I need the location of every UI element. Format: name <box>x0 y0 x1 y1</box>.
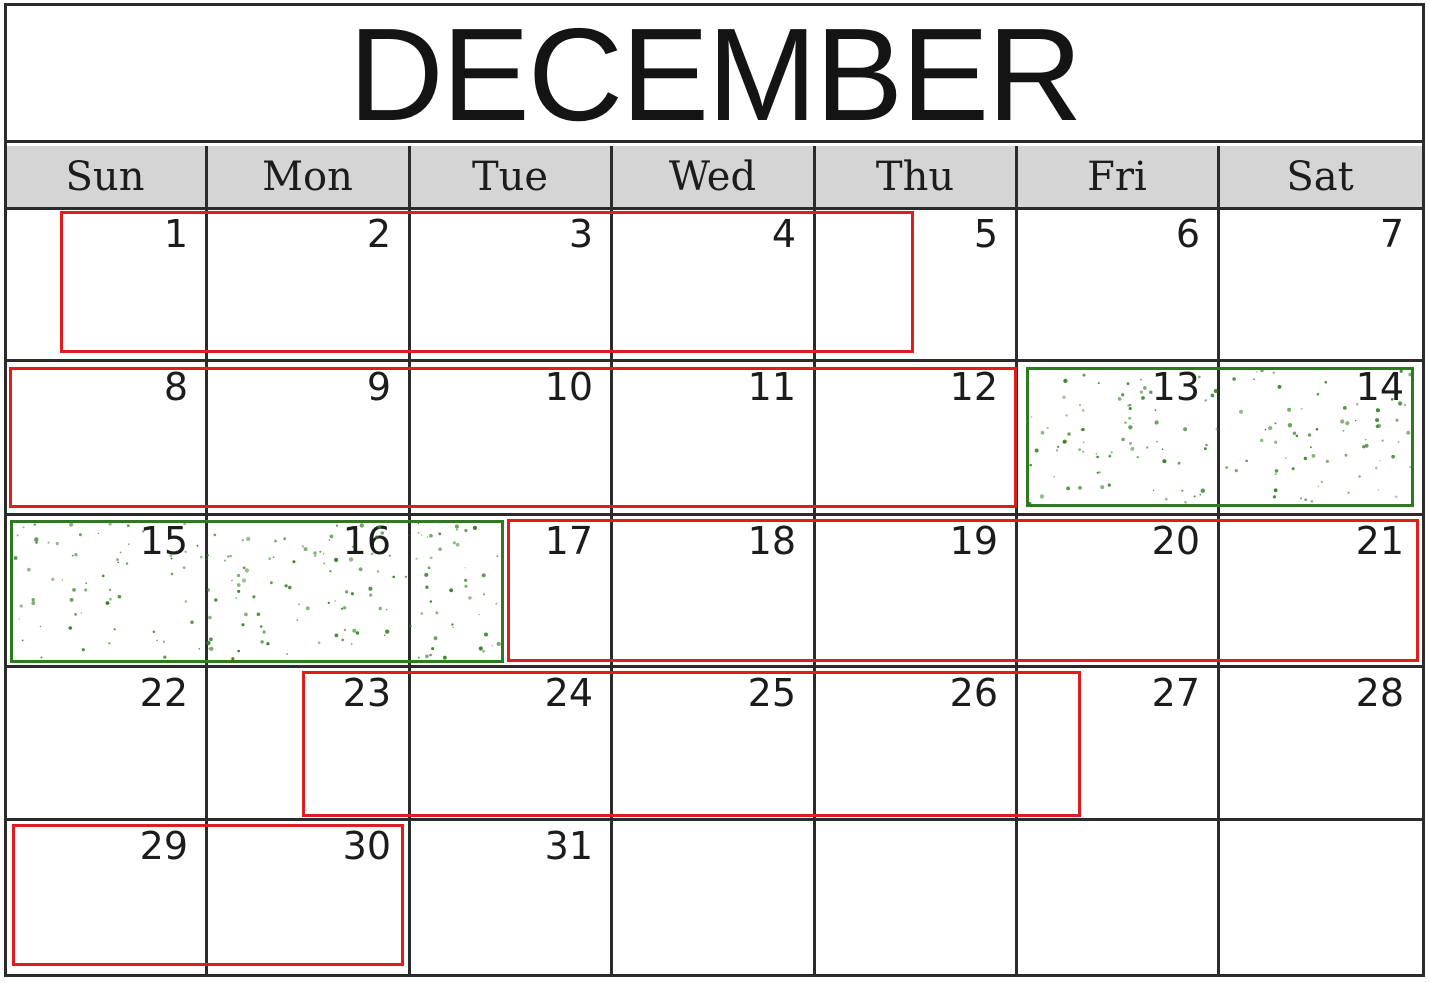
day-number[interactable]: 26 <box>949 671 998 715</box>
green-highlight-box <box>1026 367 1414 507</box>
grid-line-horizontal <box>4 818 1425 821</box>
day-number[interactable]: 24 <box>544 671 593 715</box>
grid-line-vertical <box>1015 146 1018 974</box>
grid-line-vertical <box>205 146 208 974</box>
day-number[interactable]: 20 <box>1151 519 1200 563</box>
day-number[interactable]: 30 <box>342 824 391 868</box>
day-number[interactable]: 1 <box>163 212 188 256</box>
weekday-label: Fri <box>1087 153 1147 200</box>
weekday-header-row: Sun Mon Tue Wed Thu Fri Sat <box>4 146 1425 210</box>
day-number[interactable]: 28 <box>1355 671 1404 715</box>
day-number[interactable]: 7 <box>1379 212 1404 256</box>
grid-line-horizontal <box>4 513 1425 516</box>
day-number[interactable]: 8 <box>163 365 188 409</box>
red-highlight-box <box>9 367 1017 508</box>
day-number[interactable]: 22 <box>139 671 188 715</box>
day-number[interactable]: 15 <box>139 519 188 563</box>
grid-line-vertical <box>610 146 613 974</box>
grid-line-horizontal <box>4 665 1425 668</box>
day-number[interactable]: 13 <box>1151 365 1200 409</box>
day-number[interactable]: 5 <box>973 212 998 256</box>
day-number[interactable]: 9 <box>366 365 391 409</box>
day-number[interactable]: 12 <box>949 365 998 409</box>
day-number[interactable]: 11 <box>747 365 796 409</box>
day-number[interactable]: 17 <box>544 519 593 563</box>
red-highlight-box <box>12 824 404 966</box>
day-number[interactable]: 23 <box>342 671 391 715</box>
green-highlight-box <box>10 520 504 663</box>
day-number[interactable]: 27 <box>1151 671 1200 715</box>
grid-line-horizontal <box>4 359 1425 362</box>
weekday-label: Sat <box>1286 153 1354 200</box>
weekday-label: Mon <box>262 153 353 200</box>
weekday-label: Tue <box>471 153 549 200</box>
red-highlight-box <box>507 519 1419 662</box>
day-number[interactable]: 31 <box>544 824 593 868</box>
red-highlight-box <box>60 211 914 353</box>
month-title: DECEMBER <box>348 0 1082 148</box>
day-number[interactable]: 4 <box>771 212 796 256</box>
day-number[interactable]: 2 <box>366 212 391 256</box>
day-number[interactable]: 21 <box>1355 519 1404 563</box>
day-number[interactable]: 16 <box>342 519 391 563</box>
weekday-label: Sun <box>65 153 145 200</box>
day-number[interactable]: 10 <box>544 365 593 409</box>
title-bar: DECEMBER <box>4 3 1425 143</box>
weekday-label: Wed <box>668 153 757 200</box>
day-number[interactable]: 14 <box>1355 365 1404 409</box>
day-number[interactable]: 6 <box>1175 212 1200 256</box>
red-highlight-box <box>302 671 1081 817</box>
day-number[interactable]: 25 <box>747 671 796 715</box>
day-number[interactable]: 18 <box>747 519 796 563</box>
day-number[interactable]: 3 <box>568 212 593 256</box>
grid-line-vertical <box>813 146 816 974</box>
day-number[interactable]: 19 <box>949 519 998 563</box>
grid-line-vertical <box>1217 146 1220 974</box>
day-number[interactable]: 29 <box>139 824 188 868</box>
grid-line-vertical <box>408 146 411 974</box>
weekday-label: Thu <box>875 153 955 200</box>
